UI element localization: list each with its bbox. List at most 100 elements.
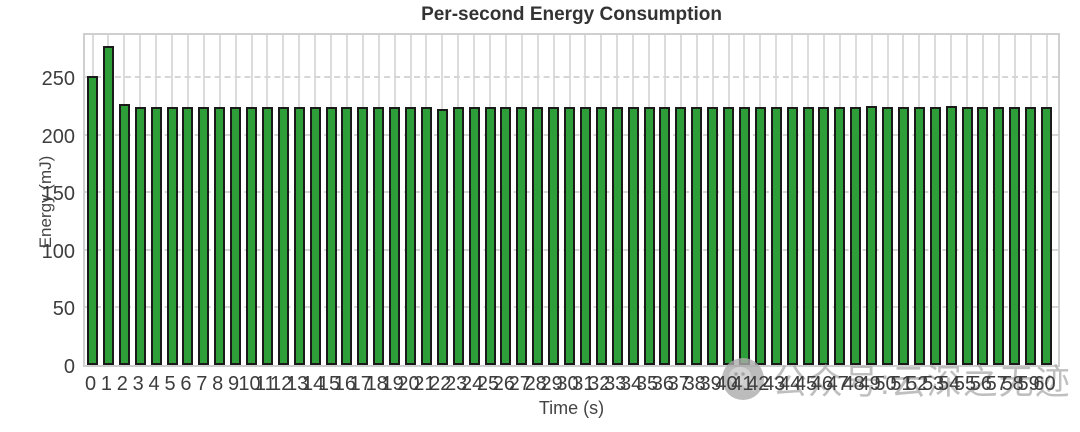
x-tick-label: 19 (381, 373, 404, 395)
bar (564, 107, 575, 365)
x-tick-label: 13 (286, 373, 309, 395)
x-tick-label: 52 (906, 373, 929, 395)
x-tick-label: 15 (317, 373, 341, 395)
bar (913, 107, 925, 365)
bar (627, 107, 639, 365)
x-tick-label: 17 (349, 373, 372, 395)
x-tick-label: 5 (164, 373, 176, 395)
bar (87, 75, 98, 365)
chart-title: Per-second Energy Consumption (421, 4, 722, 25)
x-axis-label: Time (s) (538, 398, 605, 418)
bar (150, 107, 162, 365)
bar (834, 107, 846, 365)
bar (118, 103, 130, 365)
bar (182, 107, 194, 365)
x-tick-label: 48 (842, 373, 865, 395)
wechat-chat-bubble-icon (722, 358, 764, 400)
x-tick-label: 8 (212, 373, 224, 395)
x-tick-label: 11 (255, 373, 276, 395)
x-tick-label: 23 (445, 373, 468, 395)
bar (595, 107, 607, 365)
x-tick-label: 3 (132, 373, 144, 395)
bar (389, 107, 401, 365)
bar (134, 107, 146, 365)
bar (897, 107, 909, 365)
x-tick-label: 1 (100, 373, 112, 395)
x-tick-label: 56 (969, 373, 993, 395)
x-tick-label: 54 (937, 373, 961, 395)
bar (723, 107, 734, 365)
bar (357, 107, 369, 365)
x-tick-label: 33 (604, 373, 627, 395)
x-tick-label: 41 (731, 373, 754, 395)
x-tick-label: 37 (667, 373, 690, 395)
x-tick-label: 32 (588, 373, 611, 395)
x-tick-label: 57 (985, 373, 1008, 395)
bar (341, 107, 353, 365)
x-tick-label: 55 (953, 373, 977, 395)
bar (102, 45, 114, 365)
bar (1009, 107, 1021, 365)
bar (1025, 107, 1037, 365)
bar (452, 107, 464, 365)
y-tick-label: 150 (41, 183, 75, 206)
bar (882, 107, 893, 365)
bar (738, 107, 750, 365)
y-tick-label: 200 (41, 125, 75, 148)
x-tick-label: 2 (116, 373, 128, 395)
bar (484, 107, 496, 365)
x-tick-label: 27 (508, 373, 531, 395)
x-tick-label: 31 (572, 373, 595, 395)
x-tick-label: 35 (635, 373, 659, 395)
bar (611, 107, 623, 365)
bar (818, 107, 830, 365)
bar (675, 107, 687, 365)
bar (500, 107, 512, 365)
x-tick-label: 45 (794, 373, 818, 395)
horizontal-gridline (85, 76, 1058, 79)
x-tick-label: 28 (524, 373, 547, 395)
bar (420, 107, 432, 365)
bar (214, 107, 226, 365)
x-tick-label: 0 (84, 373, 97, 395)
x-tick-label: 21 (413, 373, 436, 395)
x-tick-label: 7 (196, 373, 208, 395)
x-tick-label: 4 (148, 373, 160, 395)
x-tick-label: 43 (763, 373, 786, 395)
bar (325, 107, 337, 365)
bar (866, 105, 878, 365)
bar (309, 107, 321, 365)
x-tick-label: 46 (810, 373, 834, 395)
bar (961, 107, 973, 365)
x-tick-label: 53 (922, 373, 945, 395)
y-tick-label: 250 (41, 68, 75, 91)
bar (786, 107, 798, 365)
x-tick-label: 26 (492, 373, 516, 395)
bar (754, 107, 766, 365)
bar (802, 107, 814, 365)
bar (277, 107, 289, 365)
bar (850, 107, 862, 365)
bar (293, 107, 305, 365)
x-tick-label: 39 (699, 373, 722, 395)
x-tick-label: 58 (1001, 373, 1024, 395)
x-tick-label: 29 (540, 373, 563, 395)
x-tick-label: 30 (556, 373, 579, 395)
x-tick-label: 14 (301, 373, 325, 395)
x-tick-label: 44 (778, 373, 802, 395)
bar (929, 107, 941, 365)
y-tick-label: 0 (63, 356, 75, 378)
bar (261, 107, 273, 365)
x-tick-label: 16 (333, 373, 357, 395)
bar (977, 107, 989, 365)
x-tick-label: 10 (238, 373, 261, 395)
x-tick-label: 22 (429, 373, 452, 395)
x-tick-label: 59 (1017, 373, 1040, 395)
bar (405, 107, 416, 365)
x-tick-label: 12 (270, 373, 293, 395)
x-tick-label: 34 (619, 373, 643, 395)
bar (468, 107, 480, 365)
x-tick-label: 25 (476, 373, 500, 395)
bar (373, 107, 385, 365)
